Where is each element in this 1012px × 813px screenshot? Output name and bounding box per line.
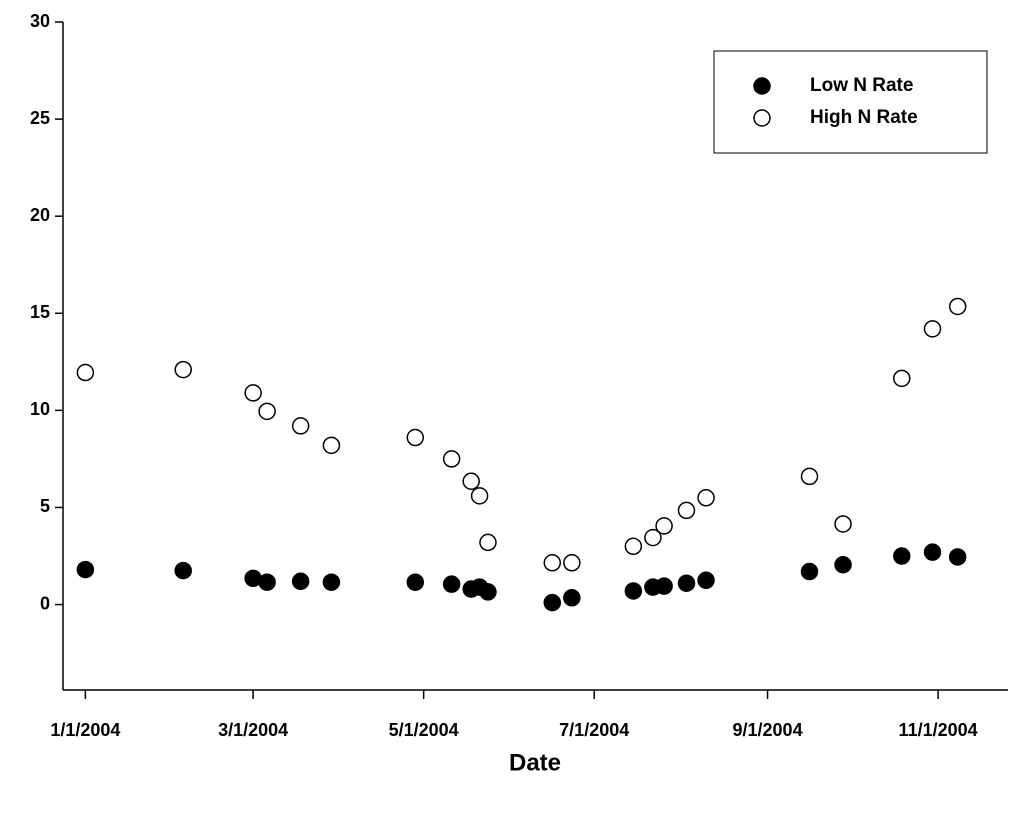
legend-marker xyxy=(753,109,771,127)
x-tick-label: 3/1/2004 xyxy=(218,720,288,740)
data-point xyxy=(174,360,192,379)
data-point xyxy=(624,537,643,556)
data-point xyxy=(655,577,673,595)
data-point xyxy=(291,417,310,435)
data-point xyxy=(893,547,911,565)
data-point xyxy=(948,548,967,566)
x-tick-label: 9/1/2004 xyxy=(733,720,803,740)
legend-label: Low N Rate xyxy=(810,75,913,96)
data-point xyxy=(543,554,562,572)
data-point xyxy=(442,450,461,468)
x-tick-label: 5/1/2004 xyxy=(389,720,459,740)
data-point xyxy=(834,556,852,574)
data-point xyxy=(677,574,696,592)
data-point xyxy=(800,467,819,486)
data-point xyxy=(479,533,497,552)
y-tick-label: 15 xyxy=(30,302,50,322)
data-point xyxy=(258,573,276,591)
legend-box xyxy=(713,50,988,154)
data-point xyxy=(322,436,341,455)
y-tick-label: 5 xyxy=(40,496,50,516)
data-point xyxy=(479,583,497,601)
data-point xyxy=(291,572,310,591)
data-point xyxy=(76,363,95,382)
data-point xyxy=(697,571,715,590)
y-tick-label: 25 xyxy=(30,108,50,128)
data-point xyxy=(406,428,425,447)
data-point xyxy=(406,573,425,591)
y-tick-label: 10 xyxy=(30,399,50,419)
x-axis-title: Date xyxy=(509,749,561,776)
data-point xyxy=(923,320,942,338)
data-point xyxy=(563,589,581,607)
data-point xyxy=(563,554,581,572)
data-point xyxy=(258,402,276,421)
data-point xyxy=(442,575,461,593)
data-point xyxy=(834,515,852,533)
y-tick-label: 20 xyxy=(30,205,50,225)
data-point xyxy=(697,489,715,507)
x-tick-label: 11/1/2004 xyxy=(899,720,978,740)
data-point xyxy=(76,560,95,579)
x-tick-label: 7/1/2004 xyxy=(559,720,629,740)
data-point xyxy=(655,517,673,535)
y-tick-label: 30 xyxy=(30,11,50,31)
x-tick-label: 1/1/2004 xyxy=(50,720,120,740)
data-point xyxy=(893,369,911,388)
data-point xyxy=(624,582,643,600)
data-point xyxy=(800,562,819,581)
legend-marker xyxy=(753,77,771,95)
data-point xyxy=(923,543,942,561)
data-point xyxy=(462,472,480,490)
legend-label: High N Rate xyxy=(810,107,918,128)
data-point xyxy=(543,593,562,612)
data-point xyxy=(174,561,192,580)
data-point xyxy=(677,501,696,520)
data-point xyxy=(948,297,967,316)
y-tick-label: 0 xyxy=(40,593,50,613)
data-point xyxy=(644,528,662,547)
data-point xyxy=(322,573,341,591)
data-point xyxy=(470,487,489,505)
data-point xyxy=(244,384,262,402)
